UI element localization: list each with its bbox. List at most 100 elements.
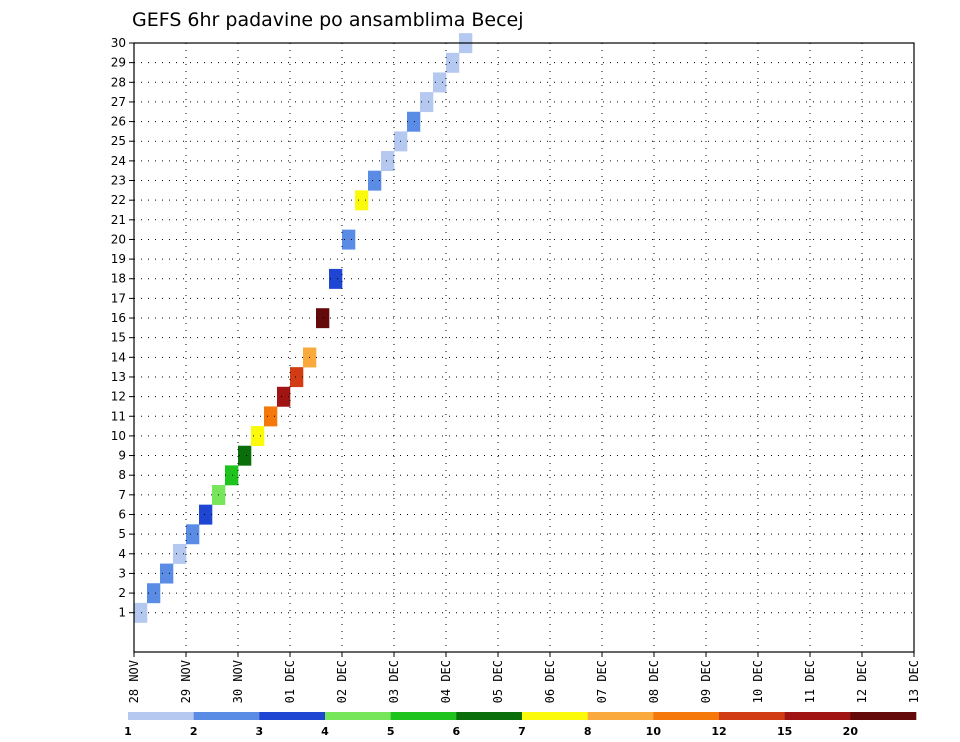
precip-cell xyxy=(290,367,304,388)
y-tick-label: 3 xyxy=(118,566,126,580)
precip-cell xyxy=(147,583,161,604)
x-tick-label: 10 DEC xyxy=(751,660,765,703)
color-legend: 1 2 3 4 5 6 7 8 10 12 15 20 xyxy=(124,712,917,738)
x-tick-label: 08 DEC xyxy=(647,660,661,703)
precip-cell xyxy=(446,52,460,73)
legend-swatch xyxy=(128,712,194,720)
legend-label: 3 xyxy=(256,725,264,738)
precip-cell xyxy=(381,151,395,171)
legend-label: 6 xyxy=(453,725,461,738)
x-tick-label: 06 DEC xyxy=(543,660,557,703)
legend-swatch xyxy=(456,712,523,720)
y-tick-label: 12 xyxy=(111,390,126,404)
x-tick-label: 07 DEC xyxy=(595,660,609,703)
x-tick-label: 13 DEC xyxy=(907,660,921,703)
precip-cell xyxy=(329,268,343,289)
x-tick-label: 28 NOV xyxy=(127,660,141,703)
precip-cell xyxy=(199,504,213,525)
x-tick-label: 03 DEC xyxy=(387,660,401,703)
x-tick-label: 11 DEC xyxy=(803,660,817,703)
y-tick-label: 4 xyxy=(118,547,126,561)
legend-swatch xyxy=(850,712,917,720)
legend-label: 4 xyxy=(321,725,329,738)
y-tick-label: 22 xyxy=(111,193,126,207)
legend-swatch xyxy=(390,712,457,720)
precip-cell xyxy=(251,426,265,447)
y-tick-label: 13 xyxy=(111,370,126,384)
x-axis-ticks: 28 NOV 29 NOV 30 NOV 01 DEC 02 DEC 03 DEC 04 D… xyxy=(127,652,921,703)
y-tick-label: 23 xyxy=(111,174,126,188)
precip-cell xyxy=(277,386,291,407)
legend-swatch xyxy=(587,712,654,720)
y-tick-label: 6 xyxy=(118,507,126,521)
precip-cell xyxy=(342,229,356,250)
x-tick-label: 02 DEC xyxy=(335,660,349,703)
precip-cell xyxy=(160,563,174,584)
y-tick-label: 7 xyxy=(118,488,126,502)
x-tick-label: 01 DEC xyxy=(283,660,297,703)
y-tick-label: 11 xyxy=(111,409,126,423)
precip-cell xyxy=(134,602,148,623)
legend-swatch xyxy=(259,712,326,720)
precip-cell xyxy=(316,308,330,329)
x-tick-label: 04 DEC xyxy=(439,660,453,703)
legend-label: 10 xyxy=(646,725,662,738)
y-tick-label: 21 xyxy=(111,213,126,227)
legend-label: 20 xyxy=(843,725,859,738)
y-tick-label: 16 xyxy=(111,311,126,325)
x-tick-label: 09 DEC xyxy=(699,660,713,703)
precip-cell xyxy=(407,111,421,132)
legend-swatch xyxy=(325,712,391,720)
precip-cell xyxy=(186,524,200,545)
precip-cell xyxy=(355,190,369,211)
legend-swatch xyxy=(784,712,851,720)
y-tick-label: 8 xyxy=(118,468,126,482)
precip-cell xyxy=(433,72,447,93)
precip-cell xyxy=(173,543,187,564)
y-tick-label: 25 xyxy=(111,134,126,148)
legend-label: 7 xyxy=(518,725,526,738)
x-tick-label: 29 NOV xyxy=(179,660,193,703)
y-tick-label: 26 xyxy=(111,115,126,129)
precip-cell xyxy=(238,445,252,466)
y-tick-label: 5 xyxy=(118,527,126,541)
y-tick-label: 19 xyxy=(111,252,126,266)
legend-label: 12 xyxy=(711,725,726,738)
legend-label: 5 xyxy=(387,725,395,738)
legend-label: 1 xyxy=(124,725,132,738)
precip-cell xyxy=(420,92,434,113)
legend-swatch xyxy=(653,712,720,720)
x-tick-label: 30 NOV xyxy=(231,660,245,703)
legend-swatch xyxy=(522,712,588,720)
precip-cell xyxy=(368,170,382,191)
legend-label: 2 xyxy=(190,725,198,738)
y-tick-label: 9 xyxy=(118,449,126,463)
plot-frame xyxy=(133,42,915,653)
x-tick-label: 12 DEC xyxy=(855,660,869,703)
y-tick-label: 2 xyxy=(118,586,126,600)
legend-label: 15 xyxy=(777,725,792,738)
y-tick-label: 30 xyxy=(111,36,126,50)
y-tick-label: 17 xyxy=(111,291,126,305)
legend-label: 8 xyxy=(584,725,592,738)
legend-swatch xyxy=(193,712,260,720)
x-tick-label: 05 DEC xyxy=(491,660,505,703)
y-tick-label: 1 xyxy=(118,606,126,620)
y-tick-label: 29 xyxy=(111,56,126,70)
y-tick-label: 15 xyxy=(111,331,126,345)
chart-title: GEFS 6hr padavine po ansamblima Becej xyxy=(132,9,524,31)
precip-cells xyxy=(134,33,473,623)
y-axis-ticks: 1234567891011121314151617181920212223242… xyxy=(111,36,134,620)
y-tick-label: 20 xyxy=(111,232,126,246)
y-tick-label: 28 xyxy=(111,75,126,89)
y-tick-label: 18 xyxy=(111,272,126,286)
legend-swatch xyxy=(719,712,785,720)
y-tick-label: 10 xyxy=(111,429,126,443)
precip-cell xyxy=(264,406,278,427)
precip-cell xyxy=(225,465,239,486)
y-tick-label: 14 xyxy=(111,350,126,364)
y-tick-label: 24 xyxy=(111,154,126,168)
gridlines xyxy=(134,42,914,652)
y-tick-label: 27 xyxy=(111,95,126,109)
